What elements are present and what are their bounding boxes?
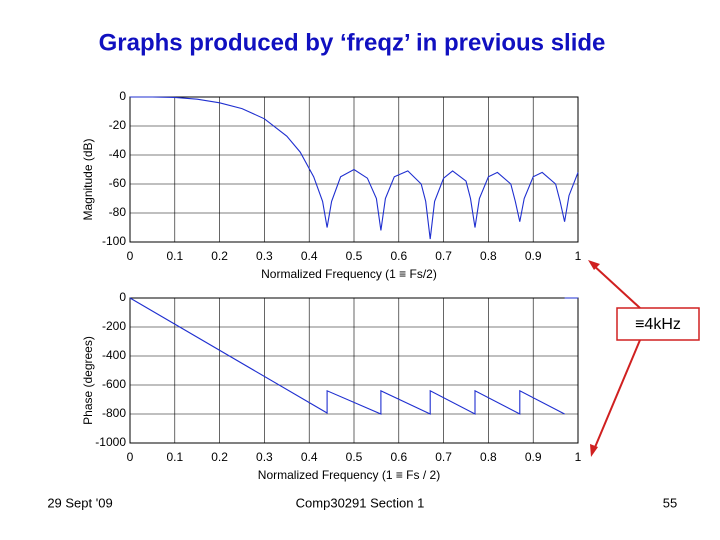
x-tick-label: 0.1 <box>166 249 183 263</box>
arrow <box>591 263 641 309</box>
x-tick-label: 0.2 <box>211 249 228 263</box>
y-tick-label: -600 <box>102 377 126 391</box>
arrow <box>592 339 641 453</box>
y-tick-label: -100 <box>102 234 126 248</box>
y-tick-label: -200 <box>102 319 126 333</box>
x-tick-label: 0.4 <box>301 249 318 263</box>
x-tick-label: 0.9 <box>525 450 542 464</box>
arrow-head <box>588 260 600 270</box>
x-tick-label: 0.6 <box>390 450 407 464</box>
arrow-head <box>590 444 598 457</box>
x-tick-label: 0 <box>127 249 134 263</box>
y-axis-label: Phase (degrees) <box>81 336 95 425</box>
y-tick-label: -80 <box>109 205 127 219</box>
x-tick-label: 0.7 <box>435 249 452 263</box>
x-axis-label: Normalized Frequency (1 ≡ Fs / 2) <box>258 468 440 482</box>
annotation: ≡4kHz <box>635 316 681 333</box>
y-tick-label: 0 <box>119 89 126 103</box>
x-tick-label: 0.3 <box>256 249 273 263</box>
footer-date: 29 Sept '09 <box>47 495 112 510</box>
x-tick-label: 0.6 <box>390 249 407 263</box>
data-line <box>129 297 578 415</box>
footer-course: Comp30291 Section 1 <box>296 495 425 510</box>
y-tick-label: -1000 <box>95 435 126 449</box>
x-tick-label: 0.1 <box>166 450 183 464</box>
x-tick-label: 0.3 <box>256 450 273 464</box>
y-tick-label: -20 <box>109 118 127 132</box>
x-tick-label: 0.2 <box>211 450 228 464</box>
page-number: 55 <box>663 495 677 510</box>
y-tick-label: -400 <box>102 348 126 362</box>
x-tick-label: 0 <box>127 450 134 464</box>
x-tick-label: 0.5 <box>346 450 363 464</box>
x-axis-label: Normalized Frequency (1 ≡ Fs/2) <box>261 267 437 281</box>
x-tick-label: 0.8 <box>480 450 497 464</box>
x-tick-label: 0.7 <box>435 450 452 464</box>
annotation-box <box>616 307 700 341</box>
x-tick-label: 0.8 <box>480 249 497 263</box>
slide-title: Graphs produced by ‘freqz’ in previous s… <box>99 29 606 56</box>
x-tick-label: 1 <box>575 249 582 263</box>
y-tick-label: -60 <box>109 176 127 190</box>
x-tick-label: 0.9 <box>525 249 542 263</box>
x-tick-label: 0.5 <box>346 249 363 263</box>
data-line <box>130 96 579 240</box>
y-tick-label: -40 <box>109 147 127 161</box>
y-tick-label: 0 <box>119 290 126 304</box>
x-tick-label: 0.4 <box>301 450 318 464</box>
y-tick-label: -800 <box>102 406 126 420</box>
y-axis-label: Magnitude (dB) <box>81 138 95 220</box>
x-tick-label: 1 <box>575 450 582 464</box>
